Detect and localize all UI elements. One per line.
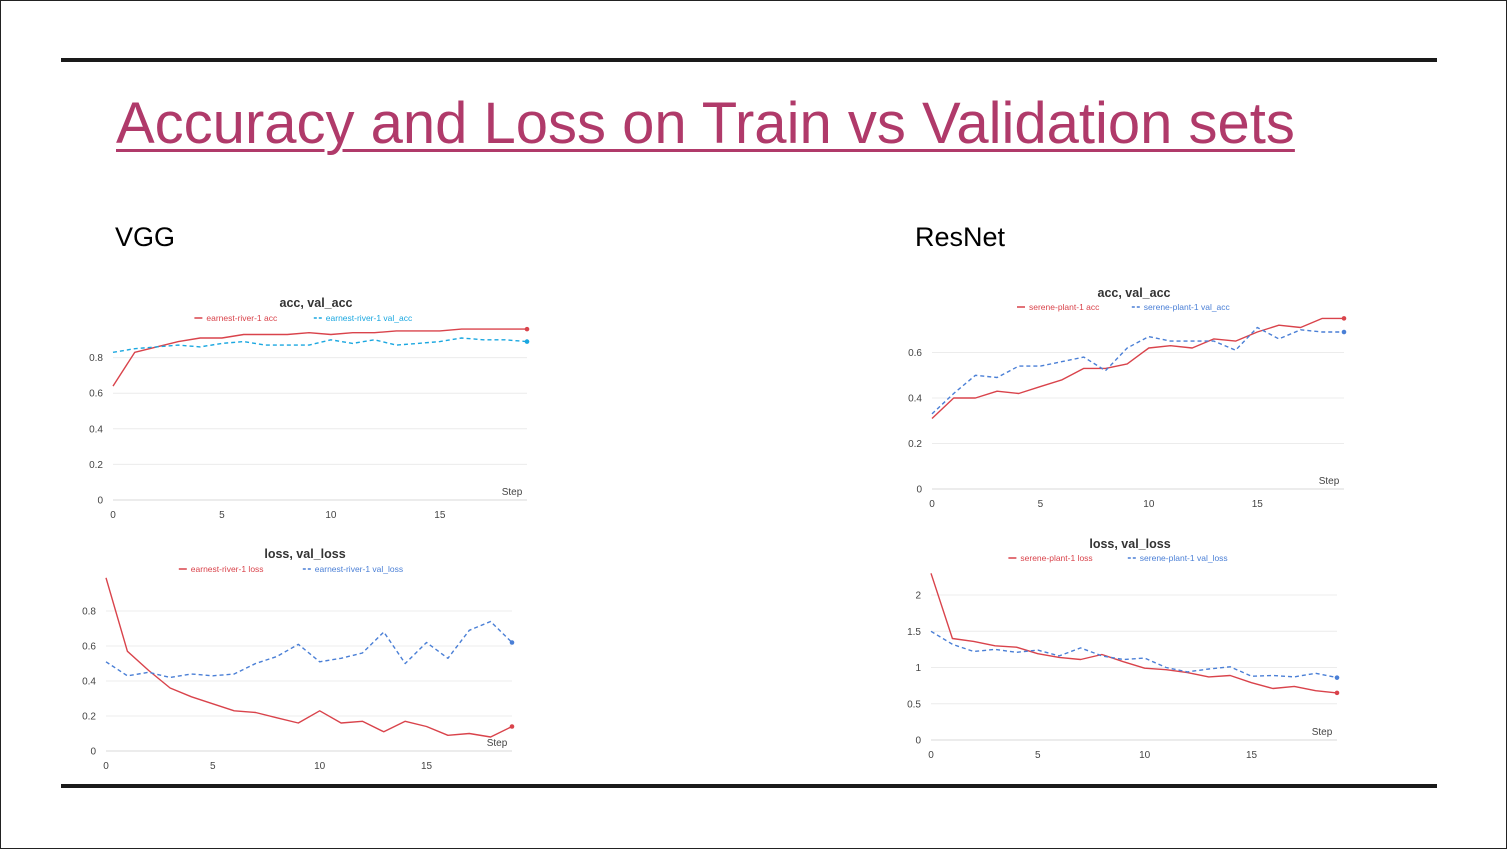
series-line [112,337,528,353]
y-tick-label: 0 [97,496,103,507]
top-rule [61,58,1437,62]
bottom-rule [61,784,1437,788]
x-tick-label: 15 [434,510,446,521]
y-tick-label: 0.6 [89,389,103,400]
y-tick-label: 0.8 [89,353,103,364]
y-tick-label: 0.4 [89,424,103,435]
y-tick-label: 0.2 [89,460,103,471]
legend-entry: earnest-river-1 val_acc [326,313,413,323]
resnet-label: ResNet [915,222,1006,252]
x-tick-label: 5 [219,510,225,521]
series-end-point [524,339,530,344]
x-axis-label: Step [502,487,523,498]
x-tick-label: 10 [325,510,337,521]
chart-title: acc, val_acc [280,296,353,310]
x-tick-label: 0 [110,510,116,521]
legend-entry: earnest-river-1 acc [206,313,278,323]
series-line [112,328,527,387]
vgg-label: VGG [115,222,176,252]
series-end-point [524,326,530,332]
slide-title: Accuracy and Loss on Train vs Validation… [116,91,1295,156]
